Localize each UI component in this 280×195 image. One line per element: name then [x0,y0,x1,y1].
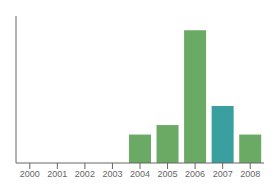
svg-text:2003: 2003 [102,169,122,179]
svg-text:2008: 2008 [240,169,260,179]
svg-text:2005: 2005 [158,169,178,179]
svg-text:2001: 2001 [47,169,67,179]
svg-text:2000: 2000 [20,169,40,179]
svg-text:2002: 2002 [75,169,95,179]
svg-text:2007: 2007 [213,169,233,179]
svg-text:2004: 2004 [130,169,150,179]
svg-text:2006: 2006 [185,169,205,179]
